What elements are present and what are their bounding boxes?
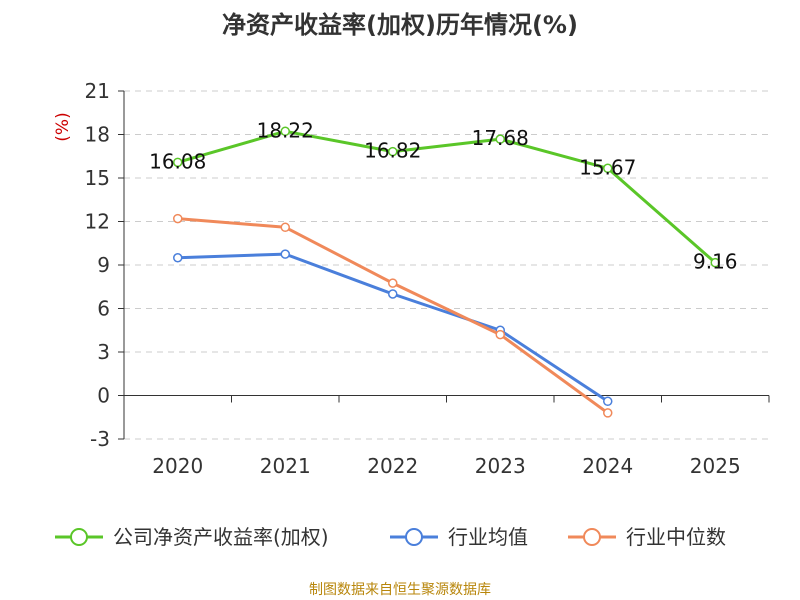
legend[interactable]: 公司净资产收益率(加权) 行业均值 行业中位数 xyxy=(55,525,726,549)
legend-label: 行业中位数 xyxy=(626,525,726,549)
data-point xyxy=(388,289,398,299)
series-lines xyxy=(173,126,720,418)
legend-item-1[interactable]: 行业均值 xyxy=(390,525,528,549)
data-label: 9.16 xyxy=(693,250,738,274)
legend-swatch-marker xyxy=(405,528,423,546)
y-tick-label: 21 xyxy=(85,79,110,103)
data-label: 17.68 xyxy=(472,126,529,150)
grid-lines xyxy=(124,90,769,440)
data-label: 18.22 xyxy=(257,118,314,142)
data-point xyxy=(603,408,613,418)
data-point xyxy=(280,249,290,259)
data-label: 15.67 xyxy=(579,155,636,179)
data-point xyxy=(173,157,183,168)
y-tick-label: 15 xyxy=(85,166,110,190)
axes: -3 0 3 6 9 12 15 18 21 2020 2021 2022 2023 2024 2025 (%… xyxy=(53,79,770,478)
y-tick-label: 12 xyxy=(85,210,110,234)
data-point xyxy=(603,396,613,407)
y-tick-label: 9 xyxy=(97,253,110,277)
data-point xyxy=(603,163,613,174)
legend-item-0[interactable]: 公司净资产收益率(加权) xyxy=(55,525,329,549)
legend-swatch-marker xyxy=(583,528,601,546)
series-line-0 xyxy=(177,129,717,264)
data-point xyxy=(280,222,290,233)
x-tick-label: 2020 xyxy=(152,454,203,478)
data-point xyxy=(388,146,398,157)
data-point xyxy=(388,278,398,288)
x-tick-label: 2024 xyxy=(582,454,633,478)
source-note: 制图数据来自恒生聚源数据库 xyxy=(309,582,491,598)
legend-label: 行业均值 xyxy=(448,525,528,549)
series-line-1 xyxy=(177,252,609,403)
y-tick-label: 3 xyxy=(97,340,110,364)
y-axis-label: (%) xyxy=(53,112,73,141)
data-point xyxy=(495,329,505,340)
y-tick-label: 6 xyxy=(97,297,110,321)
data-point xyxy=(710,257,720,268)
data-label: 16.08 xyxy=(149,149,206,173)
legend-item-2[interactable]: 行业中位数 xyxy=(568,525,726,549)
x-tick-label: 2023 xyxy=(475,454,526,478)
x-tick-label: 2021 xyxy=(260,454,311,478)
legend-swatch-marker xyxy=(70,528,88,546)
data-labels: 16.08 18.22 16.82 17.68 15.67 9.16 xyxy=(149,118,737,273)
legend-label: 公司净资产收益率(加权) xyxy=(113,525,329,549)
x-tick-label: 2025 xyxy=(690,454,741,478)
data-point xyxy=(173,253,183,263)
data-label: 16.82 xyxy=(364,139,421,163)
y-tick-label: -3 xyxy=(90,427,110,451)
data-point xyxy=(495,134,505,144)
series-line-2 xyxy=(177,217,609,415)
data-point xyxy=(280,126,290,137)
y-tick-label: 18 xyxy=(85,123,110,147)
data-point xyxy=(173,213,183,224)
x-tick-label: 2022 xyxy=(367,454,418,478)
y-tick-label: 0 xyxy=(97,384,110,408)
chart-title: 净资产收益率(加权)历年情况(%) xyxy=(222,11,578,39)
